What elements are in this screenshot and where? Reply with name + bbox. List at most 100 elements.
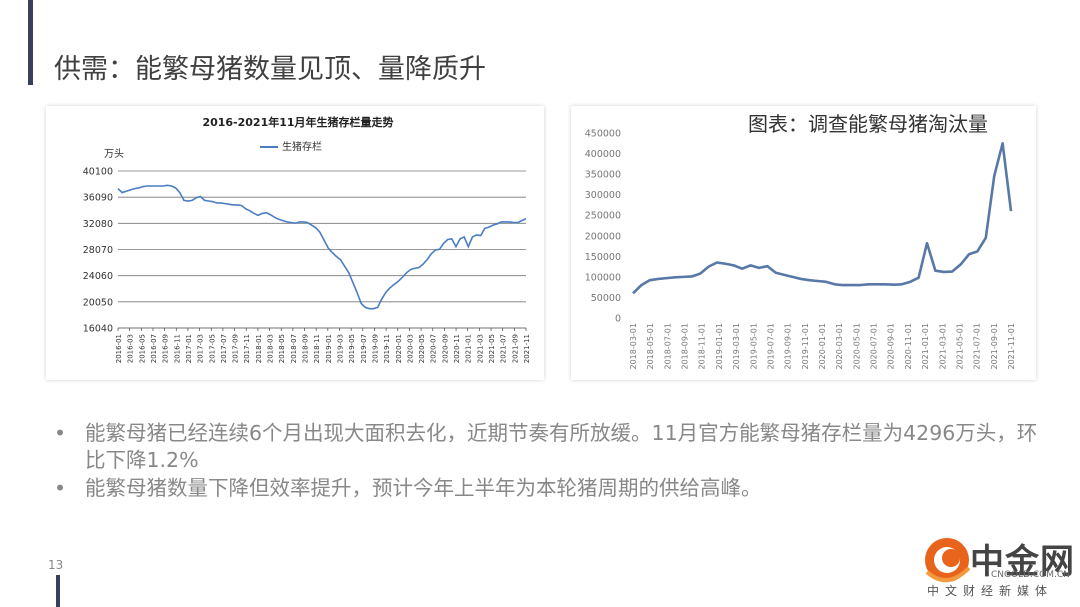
x-tick-label: 2017-07	[220, 334, 228, 363]
x-tick-label: 2019-11	[383, 334, 391, 363]
brand-logo-icon	[925, 538, 971, 582]
x-tick-label: 2018-05-01	[646, 323, 655, 370]
x-tick-label: 2016-05	[138, 334, 146, 363]
y-tick-label: 32080	[83, 219, 113, 230]
x-tick-label: 2019-05-01	[749, 323, 758, 370]
bullet-marker: •	[54, 476, 67, 500]
y-axis-label: 万头	[104, 148, 124, 160]
series-line-hog-inventory	[117, 184, 527, 310]
x-tick-label: 2018-11-01	[698, 323, 707, 370]
x-tick-label: 2021-11-01	[1007, 323, 1016, 370]
x-tick-label: 2019-01-01	[715, 323, 724, 370]
x-tick-label: 2021-07	[500, 334, 508, 363]
x-tick-label: 2020-03	[406, 334, 414, 363]
y-tick-label: 250000	[585, 211, 621, 222]
brand-name: 中金网	[970, 542, 1075, 582]
x-tick-label: 2018-05	[278, 334, 286, 363]
y-tick-label: 40100	[83, 167, 113, 178]
y-tick-label: 16040	[83, 324, 113, 335]
brand-url: CNGOLD.COM.CN	[991, 570, 1070, 580]
chart-hog-inventory-svg: 2016-2021年11月年生猪存栏量走势 万头 生猪存栏 16040 20050…	[83, 115, 531, 363]
x-tick-label: 2019-09	[371, 334, 379, 363]
page-number: 13	[48, 558, 64, 572]
x-tick-label: 2020-11-01	[904, 323, 913, 370]
y-tick-label: 150000	[585, 252, 621, 263]
x-tick-label: 2020-11	[453, 334, 461, 363]
x-tick-label: 2021-01-01	[921, 323, 930, 370]
x-tick-label: 2018-03-01	[629, 323, 638, 370]
x-tick-label: 2020-05-01	[852, 323, 861, 370]
y-tick-label: 20050	[83, 297, 113, 308]
chart-sow-culling-svg: 图表：调查能繁母猪淘汰量 0 50000 100000 150000 200000 250…	[585, 112, 1016, 370]
x-tick-label: 2020-05	[418, 334, 426, 363]
x-tick-label: 2019-01	[325, 334, 333, 363]
brand-subtitle: 中文财经新媒体	[927, 584, 1054, 598]
x-tick-label: 2020-09-01	[887, 323, 896, 370]
x-tick-label: 2021-03	[476, 334, 484, 363]
x-tick-label: 2016-09	[162, 334, 170, 363]
x-tick-label: 2020-01-01	[818, 323, 827, 370]
x-tick-label: 2018-09-01	[681, 323, 690, 370]
x-tick-label: 2021-09	[511, 334, 519, 363]
x-tick-label: 2018-03	[267, 334, 275, 363]
x-tick-label: 2016-07	[150, 334, 158, 363]
bullet-text: 能繁母猪数量下降但效率提升，预计今年上半年为本轮猪周期的供给高峰。	[85, 476, 762, 500]
y-tick-label: 350000	[585, 170, 621, 181]
x-tick-label: 2019-05	[348, 334, 356, 363]
page-title: 供需：能繁母猪数量见顶、量降质升	[54, 54, 486, 85]
chart-title: 2016-2021年11月年生猪存栏量走势	[202, 115, 393, 129]
title-accent-bar	[28, 0, 33, 85]
x-tick-label: 2017-01	[185, 334, 193, 363]
x-tick-label: 2018-09	[302, 334, 310, 363]
y-tick-label: 450000	[585, 129, 621, 140]
x-tick-label: 2021-03-01	[938, 323, 947, 370]
x-tick-label: 2019-07-01	[766, 323, 775, 370]
x-tick-label: 2020-07-01	[870, 323, 879, 370]
x-tick-label: 2019-09-01	[784, 323, 793, 370]
y-tick-label: 28070	[83, 245, 113, 256]
x-tick-label: 2016-11	[173, 334, 181, 363]
chart-sow-culling: 图表：调查能繁母猪淘汰量 0 50000 100000 150000 200000 250…	[571, 106, 1036, 380]
bullet-item: • 能繁母猪数量下降但效率提升，预计今年上半年为本轮猪周期的供给高峰。	[54, 475, 1044, 502]
x-tick-label: 2019-11-01	[801, 323, 810, 370]
x-tick-label: 2020-03-01	[835, 323, 844, 370]
y-tick-label: 24060	[83, 271, 113, 282]
y-tick-label: 300000	[585, 190, 621, 201]
x-tick-label: 2021-05	[488, 334, 496, 363]
x-tick-label: 2017-09	[232, 334, 240, 363]
x-tick-label: 2016-01	[115, 334, 123, 363]
x-tick-label: 2019-07	[360, 334, 368, 363]
x-tick-label: 2020-01	[395, 334, 403, 363]
series-line-sow-culling	[632, 141, 1013, 295]
y-tick-label: 100000	[585, 272, 621, 283]
bullet-list: • 能繁母猪已经连续6个月出现大面积去化，近期节奏有所放缓。11月官方能繁母猪存…	[54, 420, 1044, 502]
x-tick-label: 2021-01	[465, 334, 473, 363]
x-tick-label: 2017-05	[208, 334, 216, 363]
x-tick-label: 2017-11	[243, 334, 251, 363]
x-tick-label: 2017-03	[197, 334, 205, 363]
bullet-text: 能繁母猪已经连续6个月出现大面积去化，近期节奏有所放缓。11月官方能繁母猪存栏量…	[85, 421, 1038, 472]
y-tick-label: 36090	[83, 193, 113, 204]
footer-accent-bar	[56, 575, 60, 607]
y-tick-label: 400000	[585, 149, 621, 160]
x-tick-label: 2020-07	[430, 334, 438, 363]
x-tick-label: 2021-09-01	[990, 323, 999, 370]
bullet-marker: •	[54, 421, 67, 445]
x-tick-label: 2019-03-01	[732, 323, 741, 370]
x-tick-label: 2021-07-01	[973, 323, 982, 370]
x-tick-label: 2018-01	[255, 334, 263, 363]
bullet-item: • 能繁母猪已经连续6个月出现大面积去化，近期节奏有所放缓。11月官方能繁母猪存…	[54, 420, 1044, 474]
x-tick-label: 2019-03	[336, 334, 344, 363]
legend-label: 生猪存栏	[282, 140, 322, 153]
x-tick-label: 2021-05-01	[955, 323, 964, 370]
y-tick-label: 0	[615, 314, 621, 325]
x-tick-label: 2018-07-01	[663, 323, 672, 370]
x-tick-label: 2018-07	[290, 334, 298, 363]
y-tick-label: 200000	[585, 231, 621, 242]
brand-logo: 中金网 CNGOLD.COM.CN 中文财经新媒体	[915, 530, 1075, 602]
x-tick-label: 2021-11	[523, 334, 531, 363]
y-tick-label: 50000	[591, 293, 621, 304]
chart-hog-inventory: 2016-2021年11月年生猪存栏量走势 万头 生猪存栏 16040 20050…	[46, 106, 544, 380]
x-tick-label: 2020-09	[441, 334, 449, 363]
x-tick-label: 2016-03	[127, 334, 135, 363]
